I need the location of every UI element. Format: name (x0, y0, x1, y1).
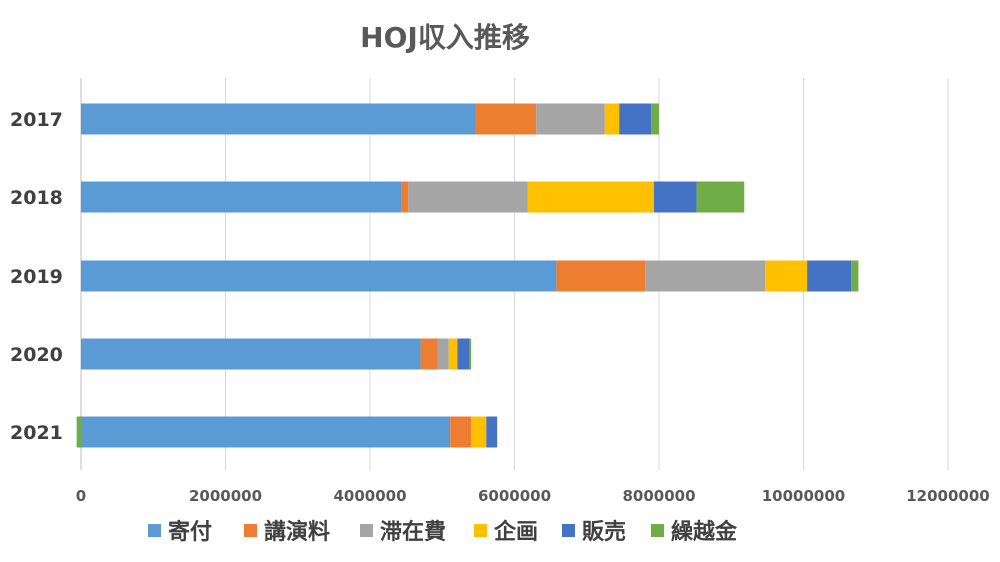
bar-segment (81, 103, 476, 135)
legend-swatch (651, 524, 664, 537)
bar-segment (807, 260, 852, 292)
bar-segment (437, 338, 449, 370)
bar-segment (556, 260, 646, 292)
bar-segment (408, 181, 528, 213)
legend-label: 繰越金 (671, 519, 738, 545)
legend-swatch (474, 524, 487, 537)
bar-segment (527, 181, 654, 213)
bar-segment (645, 260, 766, 292)
legend-label: 企画 (493, 519, 538, 545)
x-axis-labels: 0 2000000 4000000 6000000 8000000 10000000 120… (76, 487, 990, 505)
x-tick-label: 8000000 (622, 487, 695, 505)
bar-segment (448, 338, 458, 370)
bar-segment (81, 416, 451, 448)
x-tick-label: 4000000 (333, 487, 406, 505)
bar-segment (536, 103, 605, 135)
y-tick-label: 2020 (10, 344, 63, 366)
bar-segment (469, 338, 472, 370)
bar-segment (765, 260, 808, 292)
bar-segment (81, 338, 421, 370)
legend-label: 販売 (582, 519, 626, 545)
bar-segment (401, 181, 409, 213)
legend-label: 滞在費 (380, 519, 446, 545)
y-tick-label: 2018 (10, 187, 63, 209)
legend-swatch (244, 524, 257, 537)
legend-label: 寄付 (168, 519, 212, 545)
bar-segment (653, 181, 697, 213)
bar-segment (486, 416, 498, 448)
x-tick-label: 10000000 (762, 487, 846, 505)
legend-swatch (148, 524, 161, 537)
bar-segment (475, 103, 537, 135)
bar-segment (696, 181, 745, 213)
bar-segment (651, 103, 659, 135)
y-tick-label: 2021 (10, 422, 63, 444)
bar-segment (81, 181, 402, 213)
y-tick-label: 2017 (10, 109, 63, 131)
x-tick-label: 6000000 (478, 487, 551, 505)
bar-segment (450, 416, 472, 448)
legend-label: 講演料 (264, 519, 330, 545)
bar-segment (76, 416, 81, 448)
x-tick-label: 2000000 (189, 487, 262, 505)
y-axis-labels: 2017 2018 2019 2020 2021 (10, 109, 63, 444)
bar-segment (457, 338, 470, 370)
legend-swatch (562, 524, 575, 537)
bar-segment (851, 260, 859, 292)
x-tick-label: 12000000 (906, 487, 990, 505)
bar-segment (420, 338, 438, 370)
bars (76, 103, 859, 448)
y-tick-label: 2019 (10, 266, 63, 288)
bar-segment (471, 416, 487, 448)
x-tick-label: 0 (76, 487, 86, 505)
legend-swatch (360, 524, 373, 537)
bar-segment (604, 103, 620, 135)
bar-segment (619, 103, 652, 135)
chart-title: HOJ収入推移 (360, 21, 530, 54)
bar-segment (81, 260, 557, 292)
legend: 寄付 講演料 滞在費 企画 販売 繰越金 (148, 519, 738, 545)
